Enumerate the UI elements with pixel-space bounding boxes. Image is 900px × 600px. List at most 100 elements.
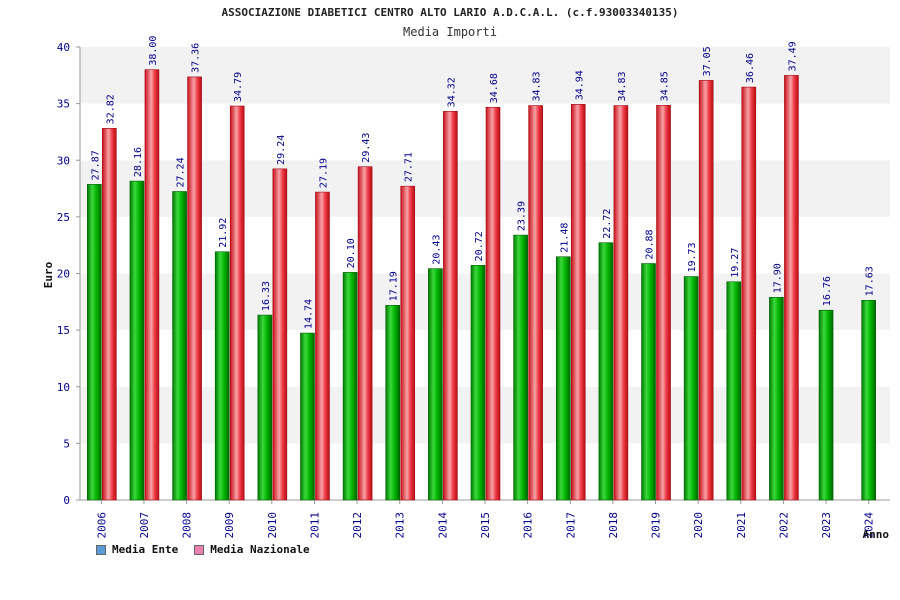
bar-media-nazionale bbox=[443, 111, 458, 501]
data-label: 34.83 bbox=[532, 71, 543, 101]
data-label: 27.71 bbox=[404, 152, 415, 182]
data-label: 34.85 bbox=[660, 71, 671, 101]
x-tick-label: 2023 bbox=[820, 512, 833, 539]
bar-media-ente bbox=[513, 234, 528, 501]
x-tick-label: 2014 bbox=[436, 512, 449, 539]
bars bbox=[87, 69, 876, 501]
legend-label-nazionale: Media Nazionale bbox=[210, 543, 310, 556]
x-tick-label: 2007 bbox=[138, 512, 151, 539]
bar-media-ente bbox=[87, 184, 102, 501]
x-tick-label: 2020 bbox=[692, 512, 705, 539]
y-tick-label: 0 bbox=[63, 494, 70, 507]
bar-media-nazionale bbox=[528, 105, 543, 501]
x-tick-label: 2010 bbox=[266, 512, 279, 539]
bar-media-ente bbox=[470, 265, 486, 501]
bar-media-ente bbox=[769, 296, 784, 501]
data-label: 38.00 bbox=[148, 36, 159, 66]
data-label: 34.94 bbox=[574, 70, 585, 100]
data-label: 37.05 bbox=[702, 46, 713, 76]
y-tick-label: 40 bbox=[57, 41, 70, 54]
data-label: 21.92 bbox=[218, 218, 229, 248]
bar-media-ente bbox=[257, 314, 273, 501]
bar-media-nazionale bbox=[698, 80, 714, 501]
bar-media-ente bbox=[726, 281, 742, 501]
data-label: 27.24 bbox=[176, 157, 187, 187]
legend-label-ente: Media Ente bbox=[112, 543, 179, 556]
data-label: 27.87 bbox=[90, 150, 101, 180]
bar-media-ente bbox=[641, 263, 656, 501]
bar-media-ente bbox=[385, 305, 401, 501]
bar-media-ente bbox=[214, 251, 230, 501]
x-axis-label: Anno bbox=[863, 528, 890, 541]
data-label: 16.33 bbox=[261, 281, 272, 311]
data-label: 17.19 bbox=[389, 271, 400, 301]
x-tick-label: 2006 bbox=[95, 512, 108, 539]
data-label: 17.90 bbox=[772, 263, 783, 293]
data-label: 20.72 bbox=[474, 231, 485, 261]
y-tick-label: 10 bbox=[57, 381, 70, 394]
data-label: 27.19 bbox=[318, 158, 329, 188]
x-tick-label: 2022 bbox=[777, 512, 790, 539]
data-label: 32.82 bbox=[105, 94, 116, 124]
bar-media-ente bbox=[428, 268, 443, 501]
x-tick-label: 2011 bbox=[308, 512, 321, 539]
x-tick-label: 2019 bbox=[650, 512, 663, 539]
bar-media-nazionale bbox=[570, 104, 586, 501]
x-tick-label: 2024 bbox=[863, 512, 876, 539]
bar-media-nazionale bbox=[400, 185, 416, 501]
data-label: 20.43 bbox=[431, 235, 442, 265]
bar-media-nazionale bbox=[187, 76, 202, 501]
bar-media-nazionale bbox=[144, 69, 160, 501]
bar-media-nazionale bbox=[741, 86, 757, 501]
bar-media-ente bbox=[555, 256, 571, 501]
bar-media-nazionale bbox=[102, 128, 117, 501]
data-label: 16.76 bbox=[822, 276, 833, 306]
data-label: 21.48 bbox=[559, 223, 570, 253]
legend: Media Ente Media Nazionale bbox=[96, 543, 310, 556]
x-tick-label: 2021 bbox=[735, 512, 748, 539]
y-tick-label: 35 bbox=[57, 98, 70, 111]
data-label: 34.79 bbox=[233, 72, 244, 102]
data-label: 19.27 bbox=[730, 248, 741, 278]
bar-media-nazionale bbox=[613, 105, 629, 501]
bar-media-ente bbox=[818, 309, 834, 501]
y-tick-label: 15 bbox=[57, 324, 70, 337]
data-label: 14.74 bbox=[303, 299, 314, 329]
x-tick-label: 2009 bbox=[223, 512, 236, 539]
y-tick-label: 25 bbox=[57, 211, 70, 224]
x-tick-label: 2017 bbox=[564, 512, 577, 539]
x-tick-label: 2008 bbox=[181, 512, 194, 539]
bar-media-nazionale bbox=[315, 191, 330, 501]
y-tick-label: 20 bbox=[57, 268, 70, 281]
bar-media-nazionale bbox=[485, 106, 501, 501]
data-label: 20.88 bbox=[645, 229, 656, 259]
data-label: 17.63 bbox=[865, 266, 876, 296]
x-tick-label: 2016 bbox=[522, 512, 535, 539]
data-label: 22.72 bbox=[602, 209, 613, 239]
bar-media-ente bbox=[172, 191, 187, 501]
data-label: 28.16 bbox=[133, 147, 144, 177]
y-tick-label: 30 bbox=[57, 154, 70, 167]
data-label: 20.10 bbox=[346, 238, 357, 268]
legend-item-nazionale: Media Nazionale bbox=[194, 543, 310, 556]
data-label: 34.32 bbox=[446, 77, 457, 107]
x-tick-label: 2018 bbox=[607, 512, 620, 539]
bar-media-nazionale bbox=[784, 75, 799, 501]
data-label: 29.24 bbox=[276, 135, 287, 165]
axes: 0 5 10 15 20 25 30 35 40 2006 2007 2008 2009 2010 2011… bbox=[57, 41, 890, 539]
legend-swatch-ente bbox=[96, 544, 106, 555]
data-label: 19.73 bbox=[687, 242, 698, 272]
chart-title: ASSOCIAZIONE DIABETICI CENTRO ALTO LARIO… bbox=[221, 6, 679, 19]
bar-media-nazionale bbox=[656, 105, 671, 501]
y-axis-label: Euro bbox=[42, 261, 55, 288]
data-label: 23.39 bbox=[517, 201, 528, 231]
bar-media-nazionale bbox=[357, 166, 373, 501]
bar-media-ente bbox=[342, 272, 358, 501]
data-label: 29.43 bbox=[361, 133, 372, 163]
legend-item-ente: Media Ente bbox=[96, 543, 178, 556]
bar-media-ente bbox=[598, 242, 614, 501]
bar-media-nazionale bbox=[229, 105, 245, 501]
data-label: 36.46 bbox=[745, 53, 756, 83]
legend-swatch-nazionale bbox=[194, 544, 205, 555]
chart-subtitle: Media Importi bbox=[403, 25, 497, 39]
